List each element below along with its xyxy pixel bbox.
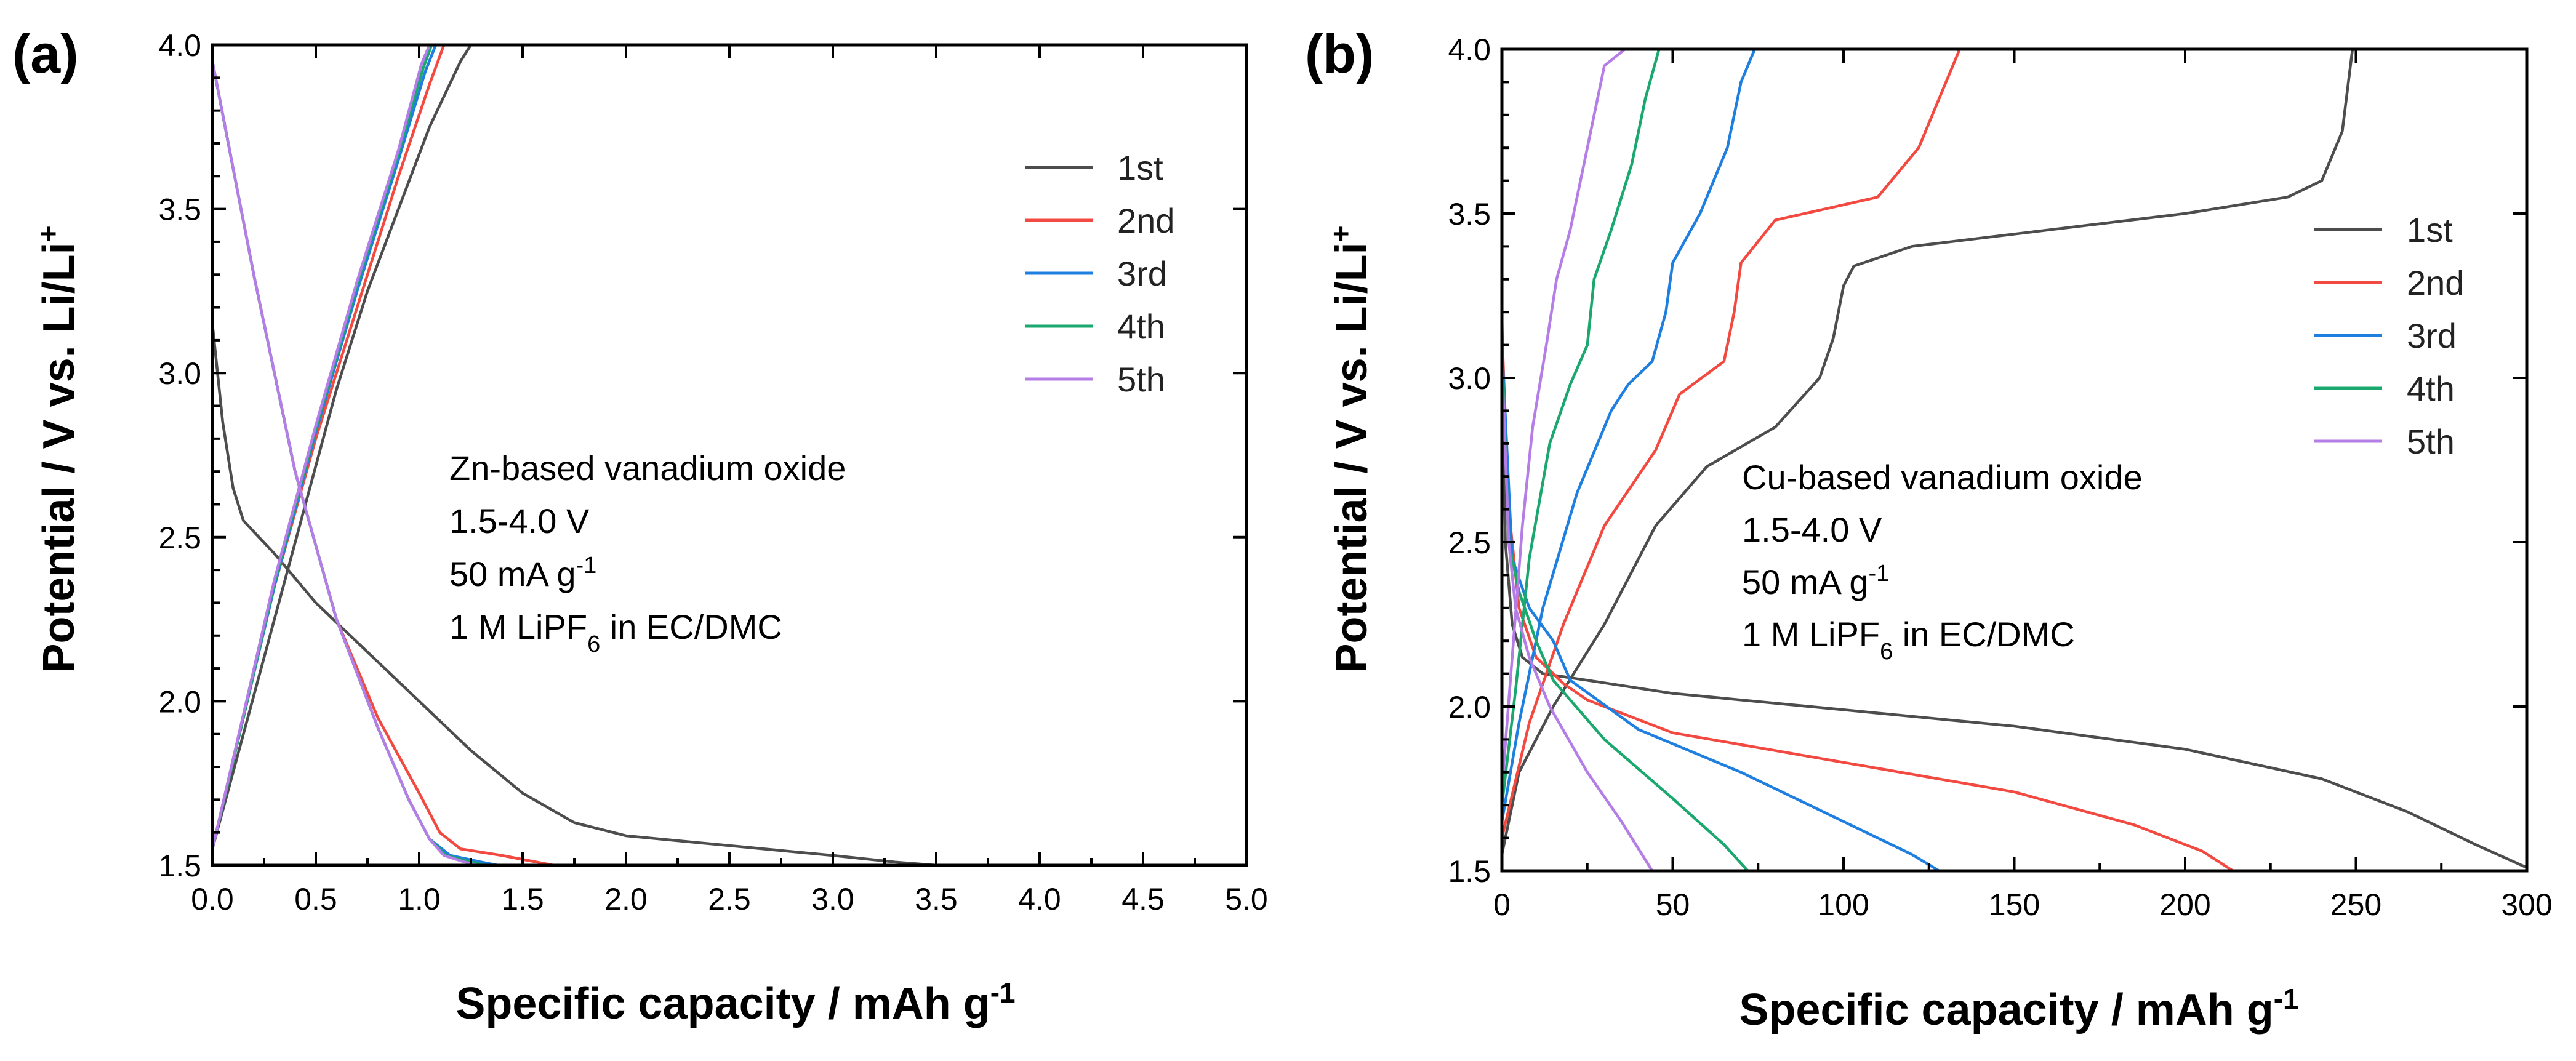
panel-b-x-tick-label: 150 [1989,887,2040,922]
panel-a-x-tick-label: 1.0 [398,882,441,916]
panel-b-y-tick-label: 1.5 [1448,854,1491,889]
panel-a-x-tick-label: 2.0 [604,882,648,916]
panel-a-x-tick-label: 5.0 [1225,882,1268,916]
panel-a-legend-label-1st: 1st [1117,148,1163,187]
panel-b-y-tick-label: 2.5 [1448,526,1491,560]
panel-a-5th-charge-curve [211,43,431,851]
panel-b-y-tick-label: 3.5 [1448,197,1491,231]
panel-b-1st-charge-curve [1500,47,2354,856]
panel-b-legend-label-3rd: 3rd [2407,316,2457,355]
panel-b-3rd-discharge-curve [1500,343,1941,873]
panel-a-y-tick-label: 1.5 [158,849,201,883]
panel-b-4th-discharge-curve [1500,343,1749,873]
panel-a-y-axis-title: Potential / V vs. Li/Li+ [32,225,84,673]
panel-a-annotation-line3: 50 mA g-1 [449,553,596,593]
panel-a: (a) Potential / V vs. Li/Li+ Specific ca… [12,23,1268,1028]
panel-a-annotation-line1: Zn-based vanadium oxide [449,449,846,487]
panel-a-annotation-line2: 1.5-4.0 V [449,502,590,540]
panel-a-x-tick-label: 4.0 [1018,882,1061,916]
panel-b-curves [1500,47,2529,873]
panel-a-x-axis-title: Specific capacity / mAh g-1 [455,977,1015,1028]
panel-a-annotation-line4: 1 M LiPF6 in EC/DMC [449,607,782,657]
panel-b-y-axis-title: Potential / V vs. Li/Li+ [1325,225,1376,673]
panel-a-y-tick-label: 2.5 [158,521,201,555]
panel-b-x-tick-label: 100 [1818,887,1869,922]
panel-b-x-tick-label: 300 [2501,887,2552,922]
panel-b-x-tick-label: 250 [2330,887,2381,922]
panel-a-y-tick-label: 4.0 [158,28,201,63]
panel-a-y-tick-label: 3.5 [158,193,201,227]
panel-b-label: (b) [1305,23,1374,84]
panel-a-x-tick-label: 2.5 [708,882,751,916]
panel-a-y-tick-label: 3.0 [158,356,201,391]
panel-a-4th-discharge-curve [211,60,487,867]
panel-a-legend-label-3rd: 3rd [1117,254,1167,293]
panel-b-annotation-line3: 50 mA g-1 [1742,561,1889,601]
panel-b-x-tick-label: 0 [1493,887,1511,922]
panel-a-5th-discharge-curve [211,60,479,867]
panel-a-ticks: 0.0 0.5 1.0 1.5 2.0 2.5 3.0 3.5 4.0 4.5 5.0 1.5 2.0 2… [158,28,1267,916]
panel-b-y-tick-label: 2.0 [1448,690,1491,724]
panel-b-legend-label-2nd: 2nd [2407,263,2464,302]
panel-b: (b) Potential / V vs. Li/Li+ Specific ca… [1305,23,2553,1035]
panel-b-5th-charge-curve [1500,47,1647,790]
panel-a-plot-frame [211,43,1248,867]
panel-b-x-tick-label: 50 [1656,887,1690,922]
panel-a-x-tick-label: 3.5 [915,882,958,916]
panel-b-y-tick-label: 4.0 [1448,33,1491,67]
panel-b-3rd-charge-curve [1500,47,1777,823]
panel-b-legend-label-4th: 4th [2407,369,2455,408]
panel-b-legend-label-1st: 1st [2407,210,2453,249]
panel-a-x-tick-label: 1.5 [501,882,544,916]
panel-a-1st-charge-curve [211,43,473,851]
panel-a-legend: 1st 2nd 3rd 4th 5th [1025,148,1174,399]
panel-b-2nd-charge-curve [1500,47,1961,839]
panel-b-x-tick-label: 200 [2159,887,2210,922]
panel-b-annotation-line4: 1 M LiPF6 in EC/DMC [1742,615,2075,665]
panel-a-x-tick-label: 3.0 [811,882,854,916]
panel-a-legend-label-4th: 4th [1117,307,1165,346]
panel-a-1st-discharge-curve [211,322,938,867]
panel-b-4th-charge-curve [1500,47,1685,807]
panel-b-annotation: Cu-based vanadium oxide 1.5-4.0 V 50 mA … [1742,458,2143,665]
panel-a-annotation: Zn-based vanadium oxide 1.5-4.0 V 50 mA … [449,449,846,657]
panel-b-plot-frame [1500,47,2529,873]
panel-b-5th-discharge-curve [1500,360,1654,873]
panel-a-x-tick-label: 0.0 [191,882,234,916]
panel-a-curves [211,43,938,867]
panel-a-legend-label-5th: 5th [1117,360,1165,399]
panel-a-2nd-charge-curve [211,43,446,851]
panel-b-x-axis-title: Specific capacity / mAh g-1 [1739,983,2298,1035]
panel-a-y-tick-label: 2.0 [158,684,201,719]
panel-b-legend-label-5th: 5th [2407,422,2455,461]
panel-b-legend: 1st 2nd 3rd 4th 5th [2314,210,2464,461]
panel-b-y-tick-label: 3.0 [1448,361,1491,396]
panel-a-x-tick-label: 0.5 [294,882,337,916]
panel-a-label: (a) [12,23,79,84]
panel-b-annotation-line1: Cu-based vanadium oxide [1742,458,2143,497]
panel-a-x-tick-label: 4.5 [1121,882,1165,916]
panel-a-legend-label-2nd: 2nd [1117,201,1174,240]
panel-b-annotation-line2: 1.5-4.0 V [1742,510,1882,549]
